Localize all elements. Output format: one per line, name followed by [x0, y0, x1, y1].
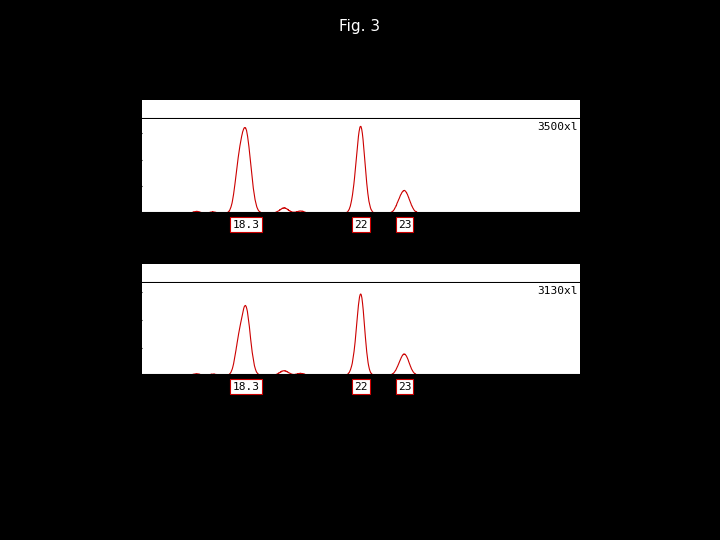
- Text: Forensic Science International: Genetics 2014 1269-76 DOI: (10.1016/j.fsigen.201: Forensic Science International: Genetics…: [29, 509, 443, 518]
- Text: Copyright © 2014 The Authors Terms and Conditions: Copyright © 2014 The Authors Terms and C…: [29, 521, 269, 530]
- Text: 18.3: 18.3: [233, 382, 259, 392]
- Text: D12S391: D12S391: [335, 247, 387, 261]
- Text: 3130xl: 3130xl: [537, 286, 577, 296]
- Text: Fig. 3: Fig. 3: [339, 19, 381, 34]
- Text: D12S391: D12S391: [335, 84, 387, 97]
- Text: 22: 22: [354, 382, 367, 392]
- Text: 18.3: 18.3: [233, 220, 259, 229]
- Text: 22: 22: [354, 220, 367, 229]
- Text: 3500xl: 3500xl: [537, 122, 577, 132]
- Text: 23: 23: [397, 382, 411, 392]
- Text: 23: 23: [397, 220, 411, 229]
